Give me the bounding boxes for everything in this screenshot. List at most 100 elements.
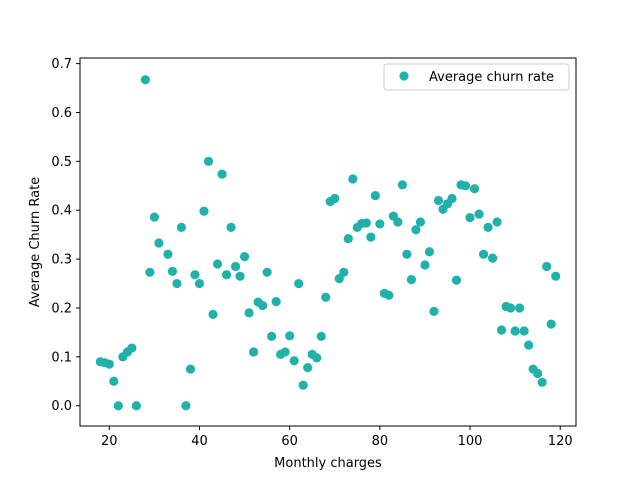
data-point — [244, 308, 254, 318]
data-point — [447, 193, 457, 204]
data-point — [393, 217, 403, 227]
data-point — [131, 401, 141, 411]
data-point — [519, 326, 529, 336]
x-tick-label: 60 — [281, 434, 298, 449]
data-point — [343, 233, 353, 244]
data-point — [190, 270, 200, 280]
data-point — [199, 206, 209, 216]
y-axis-ticks: 0.0 0.1 0.2 0.3 0.4 0.5 0.6 0.7 — [51, 57, 80, 414]
data-point — [316, 331, 326, 341]
y-tick-label: 0.3 — [51, 253, 72, 268]
data-point — [366, 232, 376, 242]
data-point — [262, 267, 272, 277]
data-point — [208, 309, 218, 319]
data-point — [420, 260, 430, 270]
plot-frame — [79, 57, 577, 427]
data-point — [289, 356, 299, 366]
data-point — [433, 195, 444, 206]
legend-box — [383, 63, 570, 91]
data-point — [303, 363, 313, 373]
data-point — [127, 343, 137, 353]
legend: Average churn rate — [383, 63, 570, 91]
data-point — [185, 364, 196, 374]
data-point — [167, 266, 178, 276]
legend-label: Average churn rate — [429, 70, 554, 85]
data-point — [330, 193, 340, 204]
data-point — [212, 259, 223, 269]
y-axis-label: Average Churn Rate — [28, 177, 43, 307]
data-point — [429, 306, 439, 316]
data-point — [397, 180, 407, 190]
data-point — [361, 218, 371, 228]
data-point — [465, 212, 475, 223]
data-point — [411, 225, 421, 235]
data-point — [239, 252, 250, 262]
y-tick-label: 0.6 — [51, 106, 72, 121]
y-tick-label: 0.7 — [51, 57, 72, 72]
data-point — [280, 347, 290, 357]
y-tick-label: 0.2 — [51, 301, 72, 316]
data-point — [551, 271, 561, 281]
data-point — [424, 247, 435, 257]
data-point — [294, 278, 304, 289]
data-point — [321, 292, 331, 302]
data-point — [163, 249, 173, 259]
data-point — [474, 209, 484, 219]
x-tick-label: 20 — [101, 434, 118, 449]
data-point — [194, 278, 205, 289]
x-tick-label: 80 — [372, 434, 389, 449]
x-tick-label: 120 — [548, 434, 573, 449]
data-point — [415, 217, 426, 227]
data-point — [285, 331, 295, 341]
data-point — [510, 326, 520, 336]
data-point — [533, 368, 543, 379]
data-point — [537, 377, 547, 387]
data-point — [312, 353, 322, 363]
data-point — [483, 222, 493, 232]
data-point — [149, 212, 159, 222]
x-axis-ticks: 20 40 60 80 100 120 — [101, 426, 573, 449]
x-tick-label: 100 — [458, 434, 483, 449]
legend-marker — [399, 71, 409, 81]
data-point — [145, 267, 155, 277]
data-point — [221, 270, 232, 280]
data-point — [497, 325, 507, 335]
data-point — [515, 303, 525, 313]
data-point — [546, 319, 556, 329]
data-point — [542, 261, 552, 272]
y-tick-label: 0.5 — [51, 155, 72, 170]
data-point — [113, 401, 123, 411]
data-point — [258, 300, 268, 311]
data-point — [181, 401, 191, 411]
x-axis-label: Monthly charges — [274, 456, 382, 471]
data-point — [384, 290, 394, 300]
data-point — [104, 359, 114, 369]
y-tick-label: 0.1 — [51, 350, 72, 365]
data-point — [217, 169, 227, 179]
data-point — [487, 253, 498, 263]
data-point — [524, 340, 534, 350]
data-point — [176, 222, 187, 232]
data-point — [492, 217, 502, 227]
data-point — [460, 181, 471, 191]
x-tick-label: 40 — [191, 434, 208, 449]
data-point — [339, 267, 349, 277]
data-point — [267, 331, 277, 341]
data-point — [506, 303, 516, 313]
points-layer — [95, 75, 561, 411]
data-point — [406, 275, 417, 285]
data-point — [375, 219, 385, 229]
data-point — [172, 278, 182, 289]
data-point — [271, 297, 281, 307]
data-point — [469, 184, 480, 194]
data-point — [334, 274, 344, 284]
data-point — [402, 249, 412, 259]
data-point — [235, 271, 245, 281]
data-point — [478, 249, 489, 259]
data-point — [298, 380, 308, 390]
data-point — [109, 376, 119, 386]
data-point — [203, 156, 214, 166]
data-point — [226, 222, 236, 232]
